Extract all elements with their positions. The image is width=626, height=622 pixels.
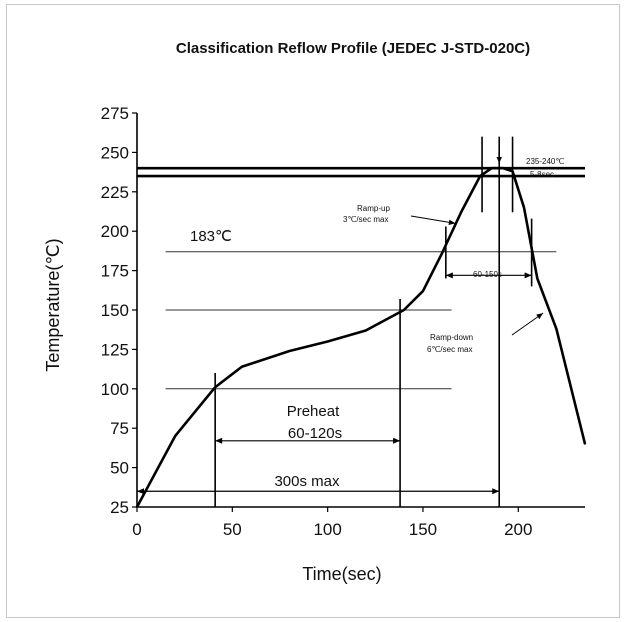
annotation-preheat: Preheat: [287, 403, 340, 420]
ramp-up-pointer-head: [448, 219, 456, 225]
data-point: [174, 435, 176, 437]
y-tick-label: 150: [101, 301, 129, 320]
data-point: [326, 340, 329, 343]
data-point: [460, 211, 462, 214]
data-point: [584, 443, 586, 445]
y-tick-label: 50: [110, 459, 129, 478]
x-axis-label: Time(sec): [302, 564, 381, 584]
data-point: [241, 365, 243, 368]
chart-title: Classification Reflow Profile (JEDEC J-S…: [176, 40, 530, 57]
total-span-arrow-head-right: [492, 488, 500, 495]
data-point: [441, 252, 443, 255]
data-point: [288, 350, 291, 352]
axes: [132, 112, 585, 512]
y-tick-label: 100: [101, 380, 129, 399]
x-tick-label: 50: [223, 520, 242, 539]
data-point: [479, 175, 481, 177]
annotation-above-liquidus: 60-150s: [473, 270, 502, 279]
span-arrows: [137, 139, 544, 495]
y-tick-label: 75: [110, 419, 129, 438]
temperature-curve: [135, 166, 587, 508]
y-tick-label: 175: [101, 262, 129, 281]
preheat-span-arrow-head-right: [393, 437, 401, 444]
y-tick-label: 25: [110, 498, 129, 517]
y-tick-label: 250: [101, 143, 129, 162]
ramp-up-pointer: [410, 215, 456, 224]
annotation-peak-time: 5-8sec: [530, 170, 554, 179]
annotation-183: 183℃: [190, 228, 232, 245]
data-point: [511, 170, 514, 173]
annotation-ramp-down: Ramp-down: [430, 333, 473, 342]
y-tick-label: 200: [101, 222, 129, 241]
data-point: [422, 290, 424, 292]
chart-frame: Classification Reflow Profile (JEDEC J-S…: [6, 4, 620, 618]
data-point: [555, 328, 558, 330]
y-tick-label: 275: [101, 104, 129, 123]
data-point: [523, 206, 525, 209]
x-tick-label: 150: [409, 520, 437, 539]
data-point: [536, 277, 539, 280]
total-span-arrow-head-left: [137, 488, 144, 495]
data-point: [214, 386, 216, 389]
annotation-total-time: 300s max: [274, 473, 340, 490]
liquidus-span-arrow-head-left: [445, 272, 453, 279]
liquidus-span-arrow-head-right: [524, 272, 532, 279]
data-point: [490, 167, 493, 169]
x-tick-label: 0: [132, 520, 141, 539]
annotation-ramp-down-rate: 6℃/sec max: [427, 345, 472, 354]
data-point: [364, 329, 367, 332]
annotation-peak: 235-240℃: [526, 157, 564, 166]
vertical-markers: [214, 136, 533, 507]
y-tick-label: 225: [101, 183, 129, 202]
x-tick-label: 200: [504, 520, 532, 539]
tick-labels: 25 50 75 100 125 150 175 200 225 250 275 0 50 100 150 2…: [101, 104, 533, 539]
preheat-span-arrow-head-left: [215, 437, 223, 444]
annotation-ramp-up-rate: 3℃/sec max: [343, 215, 388, 224]
ramp-down-pointer-head: [536, 313, 544, 320]
data-point: [403, 309, 405, 311]
reference-lines: [137, 166, 585, 390]
annotation-preheat-time: 60-120s: [288, 425, 342, 442]
reflow-profile-chart: Classification Reflow Profile (JEDEC J-S…: [43, 40, 587, 584]
y-tick-label: 125: [101, 340, 129, 359]
annotation-ramp-up: Ramp-up: [357, 204, 390, 213]
y-axis-label: Temperature(℃): [43, 238, 63, 371]
data-point: [136, 506, 138, 508]
data-point: [502, 167, 504, 169]
x-tick-label: 100: [313, 520, 341, 539]
peak-pointer-head: [496, 156, 502, 164]
